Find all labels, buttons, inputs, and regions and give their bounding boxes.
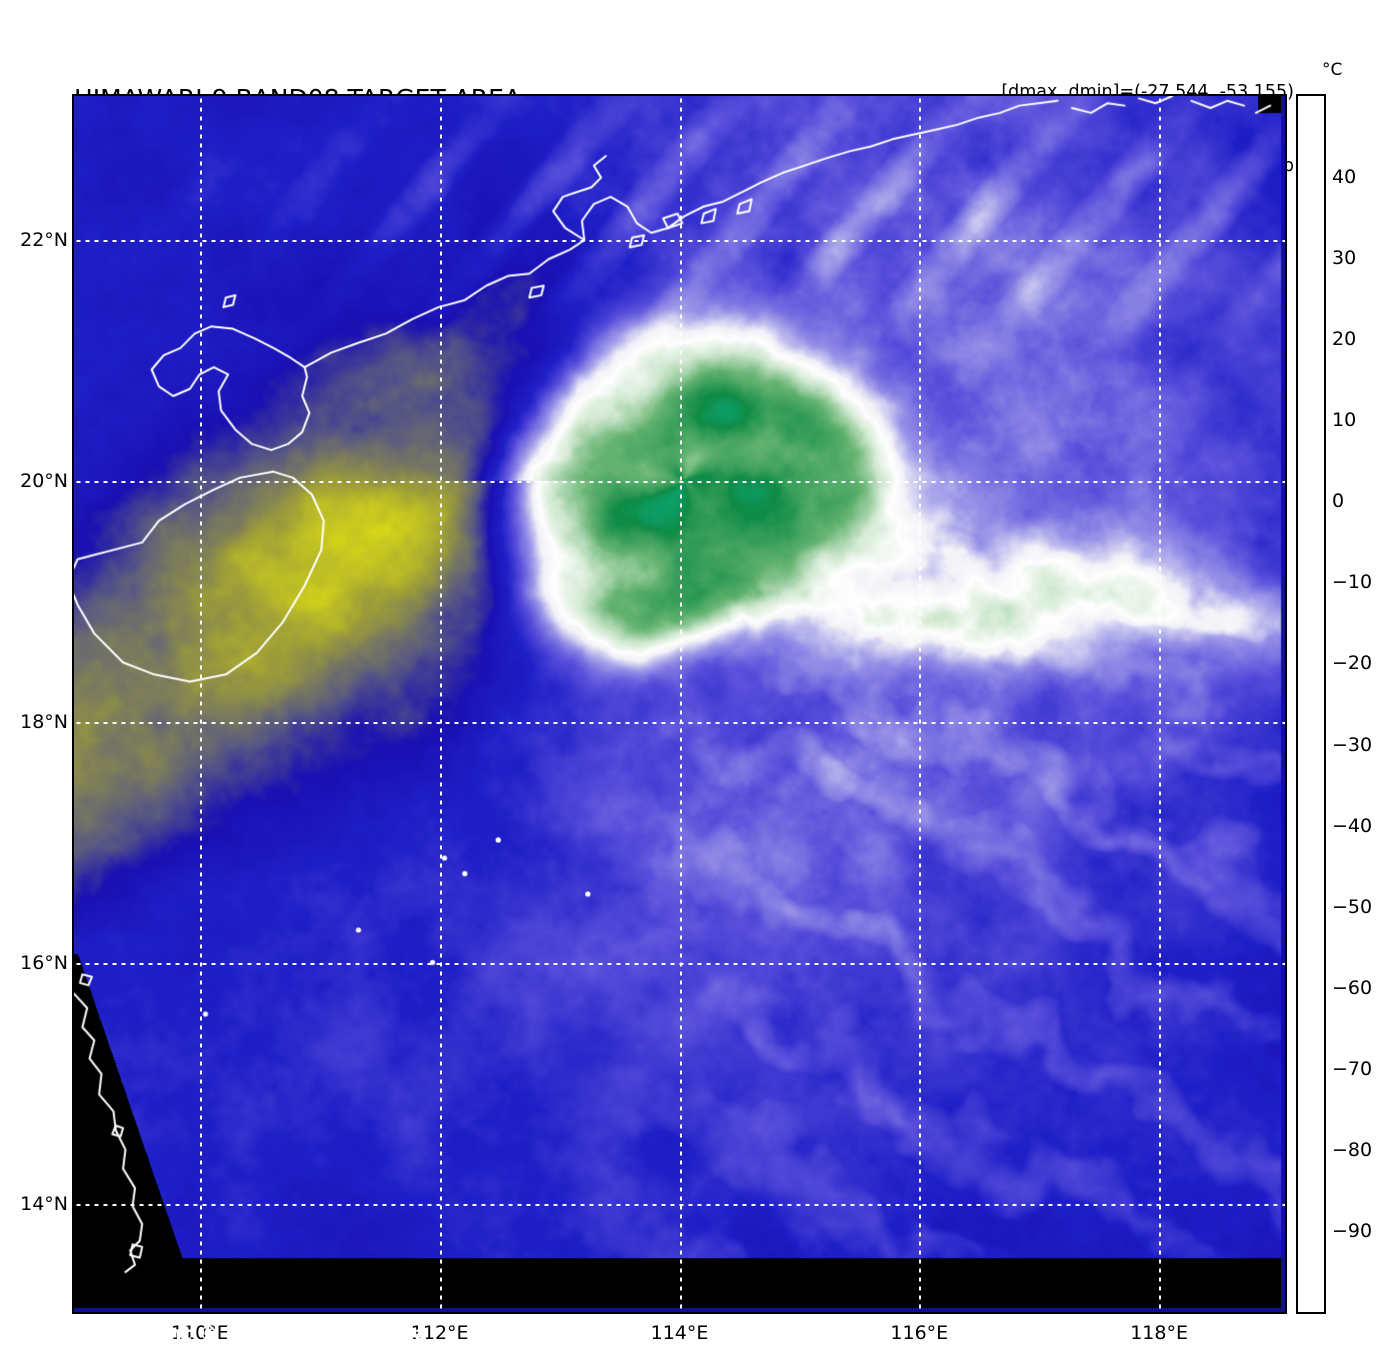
copyright-label: Copyright © 2020-2024 Dapiya (82, 1322, 428, 1345)
colorbar-tick-label--70: −70 (1332, 1057, 1373, 1080)
lat-tick-label-16: 16°N (20, 951, 68, 974)
colorbar-tick-label--30: −30 (1332, 733, 1373, 756)
colorbar[interactable] (1296, 94, 1326, 1314)
satellite-image-plot[interactable] (72, 94, 1287, 1314)
lon-tick-label-116: 116°E (890, 1322, 949, 1344)
colorbar-tick-label--90: −90 (1332, 1219, 1373, 1242)
colorbar-tick-label--60: −60 (1332, 976, 1373, 999)
lon-tick-label-112: 112°E (410, 1322, 469, 1344)
lon-tick-label-118: 118°E (1130, 1322, 1188, 1344)
lat-tick-label-18: 18°N (20, 711, 68, 734)
colorbar-tick-label-0: 0 (1332, 490, 1345, 513)
colorbar-tick-label--40: −40 (1332, 814, 1373, 837)
colorbar-gradient (1298, 96, 1324, 1312)
colorbar-tick-label--10: −10 (1332, 571, 1373, 594)
lat-tick-label-22: 22°N (20, 229, 68, 252)
lat-tick-label-14: 14°N (20, 1192, 68, 1215)
colorbar-units-label: °C (1322, 60, 1343, 80)
lon-tick-label-114: 114°E (650, 1322, 709, 1344)
colorbar-tick-label--20: −20 (1332, 652, 1373, 675)
colorbar-tick-label-30: 30 (1332, 247, 1357, 270)
colorbar-tick-label--50: −50 (1332, 895, 1373, 918)
colorbar-tick-label-10: 10 (1332, 409, 1357, 432)
lon-tick-label-110: 110°E (171, 1322, 229, 1344)
satellite-imagery-canvas (74, 96, 1285, 1312)
colorbar-tick-label-20: 20 (1332, 328, 1357, 351)
colorbar-tick-label--80: −80 (1332, 1138, 1373, 1161)
lat-tick-label-20: 20°N (20, 470, 68, 493)
colorbar-tick-label-40: 40 (1332, 166, 1357, 189)
